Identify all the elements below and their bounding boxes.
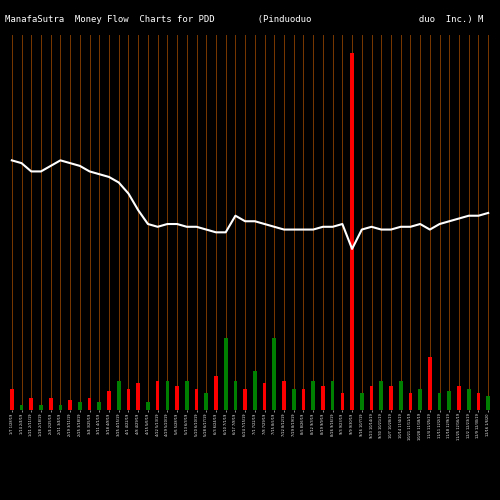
Bar <box>20 405 24 410</box>
Bar <box>428 357 432 410</box>
Bar <box>107 390 111 410</box>
Bar <box>166 381 169 410</box>
Bar <box>350 53 354 410</box>
Bar <box>467 389 470 410</box>
Bar <box>457 386 461 410</box>
Bar <box>175 386 179 410</box>
Bar <box>204 392 208 410</box>
Bar <box>10 389 14 410</box>
Bar <box>253 372 256 410</box>
Bar <box>389 386 393 410</box>
Bar <box>224 338 228 410</box>
Bar <box>448 390 451 410</box>
Bar <box>312 381 315 410</box>
Bar <box>282 381 286 410</box>
Bar <box>272 338 276 410</box>
Bar <box>380 381 383 410</box>
Bar <box>408 392 412 410</box>
Bar <box>244 389 247 410</box>
Bar <box>58 405 62 410</box>
Bar <box>78 402 82 410</box>
Bar <box>117 381 120 410</box>
Bar <box>302 389 306 410</box>
Bar <box>399 381 402 410</box>
Bar <box>49 398 52 410</box>
Bar <box>146 402 150 410</box>
Bar <box>476 392 480 410</box>
Bar <box>234 381 237 410</box>
Bar <box>331 381 334 410</box>
Bar <box>88 398 92 410</box>
Bar <box>39 405 43 410</box>
Bar <box>321 386 325 410</box>
Bar <box>418 389 422 410</box>
Bar <box>30 398 33 410</box>
Bar <box>438 392 442 410</box>
Bar <box>370 386 374 410</box>
Bar <box>360 392 364 410</box>
Bar <box>194 389 198 410</box>
Bar <box>185 381 188 410</box>
Text: ManafaSutra  Money Flow  Charts for PDD        (Pinduoduo                    duo: ManafaSutra Money Flow Charts for PDD (P… <box>5 15 484 24</box>
Bar <box>156 381 160 410</box>
Bar <box>214 376 218 410</box>
Bar <box>340 392 344 410</box>
Bar <box>68 400 72 410</box>
Bar <box>262 383 266 410</box>
Bar <box>126 389 130 410</box>
Bar <box>292 389 296 410</box>
Bar <box>98 402 101 410</box>
Bar <box>486 396 490 410</box>
Bar <box>136 383 140 410</box>
